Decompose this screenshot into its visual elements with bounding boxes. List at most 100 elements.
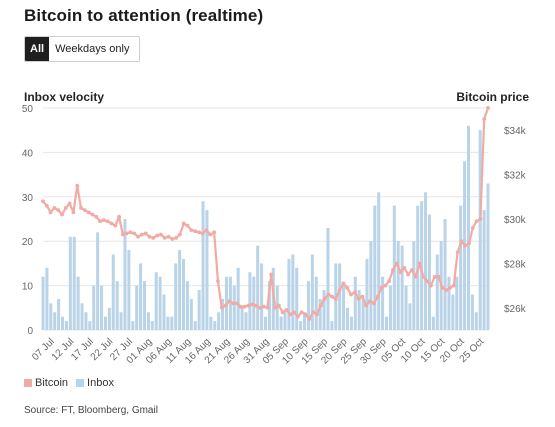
bitcoin-point (303, 312, 308, 317)
inbox-bar (412, 241, 416, 330)
inbox-bar (178, 250, 182, 330)
inbox-bar (345, 307, 349, 330)
bitcoin-point (90, 212, 95, 217)
bitcoin-point (216, 279, 220, 284)
inbox-bar (154, 272, 158, 330)
bitcoin-point (311, 310, 315, 315)
bitcoin-point (463, 243, 468, 248)
bitcoin-point (48, 210, 53, 215)
bitcoin-point (44, 203, 49, 208)
inbox-bar (72, 236, 76, 330)
inbox-bar (115, 281, 119, 330)
bitcoin-point (448, 285, 452, 290)
inbox-bar (221, 298, 225, 330)
bitcoin-point (178, 232, 182, 237)
left-axis-title: Inbox velocity (24, 90, 105, 104)
bitcoin-point (295, 314, 300, 319)
bitcoin-point (436, 274, 441, 279)
inbox-bar (100, 285, 104, 330)
bitcoin-point (120, 232, 125, 237)
inbox-bar (435, 254, 439, 330)
inbox-bar (76, 276, 80, 330)
bitcoin-point (79, 206, 83, 210)
inbox-bar (443, 219, 447, 330)
bitcoin-point (143, 231, 148, 236)
inbox-bar (388, 285, 392, 330)
y-right-tick-label: $30k (504, 215, 527, 226)
bitcoin-point (86, 210, 91, 215)
bitcoin-point (318, 303, 323, 308)
bitcoin-point (269, 272, 274, 277)
bitcoin-point (52, 206, 57, 210)
bitcoin-point (155, 233, 160, 238)
inbox-bar (53, 312, 57, 330)
inbox-bar (119, 312, 123, 330)
bitcoin-point (147, 234, 152, 239)
inbox-bar (275, 285, 279, 330)
bitcoin-point (379, 285, 384, 290)
bitcoin-point (314, 312, 319, 317)
inbox-bar (267, 281, 271, 330)
inbox-bar (263, 316, 268, 330)
bitcoin-point (333, 297, 338, 301)
bitcoin-point (136, 234, 140, 239)
bitcoin-point (231, 301, 236, 306)
source-note: Source: FT, Bloomberg, Gmail (24, 405, 158, 416)
y-right-tick-label: $34k (504, 126, 527, 137)
inbox-bar (373, 205, 377, 330)
inbox-bar (252, 276, 256, 330)
bitcoin-point (101, 218, 106, 223)
bitcoin-point (257, 305, 262, 310)
bitcoin-point (105, 219, 110, 224)
bitcoin-point (402, 265, 407, 270)
inbox-bar (158, 276, 162, 330)
y-left-tick-label: 30 (22, 193, 34, 204)
toggle-weekdays-button[interactable]: Weekdays only (49, 37, 140, 61)
inbox-bar (283, 312, 287, 330)
right-axis-title: Bitcoin price (456, 90, 529, 104)
inbox-bar (61, 316, 65, 330)
legend: Bitcoin Inbox (24, 377, 122, 389)
legend-item-inbox: Inbox (76, 377, 114, 389)
bitcoin-point (139, 232, 144, 237)
inbox-bar (427, 214, 431, 330)
inbox-bar (342, 285, 346, 330)
bitcoin-point (391, 268, 395, 272)
inbox-bar (396, 241, 400, 330)
inbox-bar (318, 298, 322, 330)
toggle-all-button[interactable]: All (25, 37, 50, 61)
page-title: Bitcoin to attention (realtime) (24, 6, 264, 25)
bitcoin-point (410, 268, 414, 272)
bitcoin-point (368, 299, 372, 304)
inbox-bar (57, 298, 61, 330)
inbox-bar (310, 254, 314, 330)
inbox-bar (349, 316, 353, 330)
inbox-bar (84, 312, 88, 330)
inbox-bar (424, 192, 428, 330)
bitcoin-point (284, 308, 289, 312)
bitcoin-point (204, 228, 209, 233)
bitcoin-point (166, 234, 171, 239)
inbox-bar (139, 263, 143, 330)
bitcoin-point (356, 297, 361, 301)
inbox-bar (135, 285, 139, 330)
bitcoin-point (63, 206, 68, 210)
inbox-bar (455, 276, 459, 330)
bitcoin-point (470, 225, 475, 230)
inbox-bar (103, 316, 107, 330)
bitcoin-point (113, 223, 118, 228)
inbox-bar (431, 316, 435, 330)
bitcoin-point (227, 299, 232, 304)
inbox-bar (80, 303, 84, 330)
inbox-bar (197, 290, 201, 330)
inbox-bar (244, 312, 248, 330)
bitcoin-point (170, 237, 175, 241)
bitcoin-point (128, 230, 133, 235)
y-left-tick-label: 0 (27, 326, 33, 337)
bitcoin-point (200, 231, 205, 236)
bitcoin-point (75, 183, 80, 188)
legend-swatch-bitcoin (24, 379, 32, 387)
inbox-bar (420, 201, 424, 330)
inbox-bar (385, 316, 389, 330)
bitcoin-point (432, 274, 437, 279)
